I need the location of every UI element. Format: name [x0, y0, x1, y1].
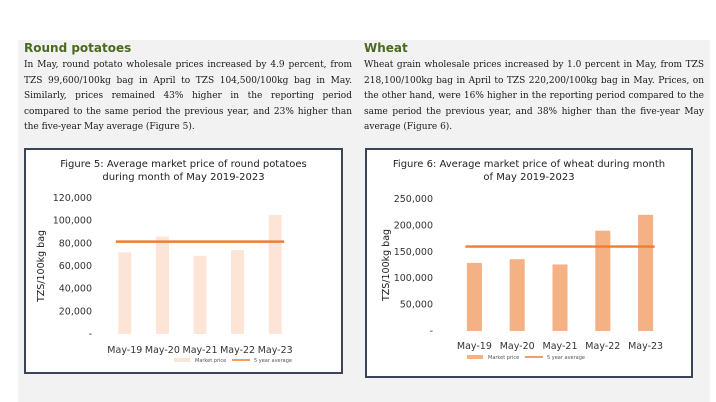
- x-tick-label: May-21: [543, 341, 578, 352]
- bar-market-price: [509, 259, 525, 331]
- y-tick-label: -: [430, 326, 433, 337]
- bar-market-price: [268, 215, 282, 334]
- y-tick-label: 200,000: [394, 220, 433, 231]
- legend-swatch-market-price: [174, 358, 190, 362]
- y-tick-label: 60,000: [59, 261, 92, 272]
- legend-label-market-price: Market price: [195, 358, 226, 364]
- legend-label-5-year-average: 5 year average: [547, 355, 585, 361]
- y-tick-label: -: [89, 329, 92, 340]
- chart-title-line: Figure 5: Average market price of round …: [60, 159, 307, 170]
- x-tick-label: May-20: [145, 345, 180, 356]
- y-axis-label: TZS/100kg bag: [36, 230, 47, 303]
- figure-5-svg: Figure 5: Average market price of round …: [36, 159, 307, 364]
- section-heading-round-potatoes: Round potatoes: [24, 41, 132, 55]
- y-tick-label: 120,000: [53, 193, 92, 204]
- chart-title-line: of May 2019-2023: [483, 172, 574, 183]
- bar-market-price: [466, 262, 482, 331]
- figure-6-wheat-chart: Figure 6: Average market price of wheat …: [365, 148, 693, 378]
- x-tick-label: May-23: [628, 341, 663, 352]
- x-tick-label: May-23: [258, 345, 293, 356]
- bar-market-price: [552, 264, 568, 331]
- bar-market-price: [595, 230, 611, 331]
- bar-market-price: [118, 252, 132, 334]
- section-heading-wheat: Wheat: [364, 41, 408, 55]
- figure-5-potato-chart: Figure 5: Average market price of round …: [24, 148, 343, 374]
- y-tick-label: 20,000: [59, 306, 92, 317]
- y-tick-label: 100,000: [394, 273, 433, 284]
- y-tick-label: 80,000: [59, 238, 92, 249]
- chart-title-line: Figure 6: Average market price of wheat …: [393, 159, 665, 170]
- bar-market-price: [231, 250, 245, 334]
- x-tick-label: May-19: [107, 345, 142, 356]
- legend-label-market-price: Market price: [488, 355, 519, 361]
- x-tick-label: May-22: [585, 341, 620, 352]
- y-tick-label: 50,000: [400, 300, 433, 311]
- x-tick-label: May-19: [457, 341, 492, 352]
- y-tick-label: 40,000: [59, 284, 92, 295]
- bar-market-price: [638, 214, 654, 331]
- legend-swatch-market-price: [467, 355, 483, 359]
- y-tick-label: 250,000: [394, 194, 433, 205]
- chart-title-line: during month of May 2019-2023: [102, 172, 264, 183]
- legend-label-5-year-average: 5 year average: [254, 358, 292, 364]
- x-tick-label: May-22: [220, 345, 255, 356]
- y-tick-label: 150,000: [394, 247, 433, 258]
- bar-market-price: [155, 236, 169, 334]
- y-tick-label: 100,000: [53, 216, 92, 227]
- figure-6-svg: Figure 6: Average market price of wheat …: [381, 159, 665, 361]
- x-tick-label: May-20: [500, 341, 535, 352]
- wheat-paragraph: Wheat grain wholesale prices increased b…: [364, 60, 704, 133]
- x-tick-label: May-21: [183, 345, 218, 356]
- round-potatoes-paragraph: In May, round potato wholesale prices in…: [24, 60, 352, 133]
- bar-market-price: [193, 255, 207, 334]
- y-axis-label: TZS/100kg bag: [381, 229, 392, 302]
